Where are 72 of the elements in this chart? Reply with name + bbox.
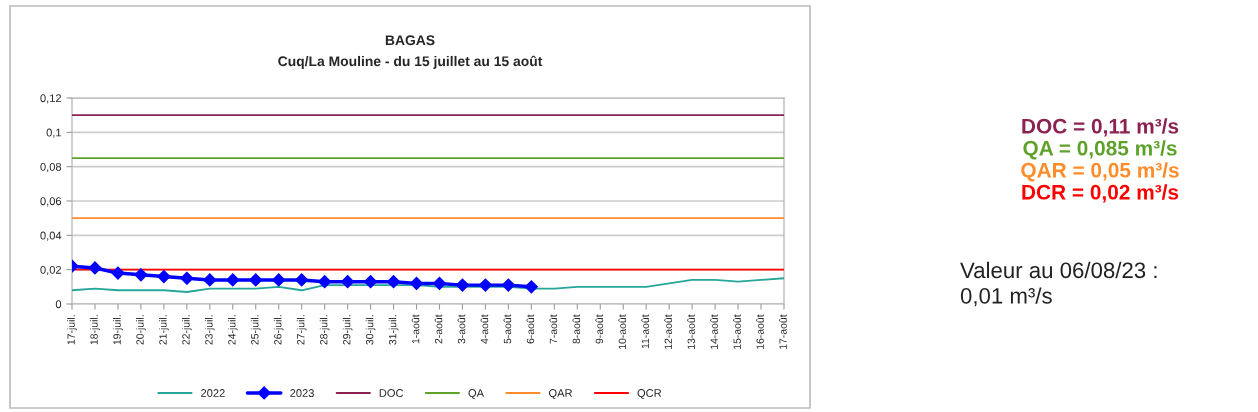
x-tick-label: 28-juil.: [319, 315, 330, 345]
x-tick-label: 19-juil.: [113, 315, 123, 345]
point: [409, 276, 424, 290]
y-tick-label: 0,06: [40, 197, 62, 207]
legend-label: QCR: [637, 389, 662, 399]
x-tick-label: 15-août: [733, 314, 741, 349]
x-tick-label: 22-juil.: [181, 315, 192, 345]
point: [203, 273, 217, 287]
y-tick-label: 0,08: [40, 162, 62, 173]
point: [478, 278, 493, 292]
point: [318, 275, 332, 289]
x-tick-label: 11-août: [641, 314, 649, 349]
point: [341, 275, 355, 289]
point: [501, 278, 515, 292]
legend-label: DOC: [379, 389, 404, 397]
x-tick-label: 18-juil.: [90, 315, 100, 345]
point: [180, 271, 194, 285]
point: [249, 273, 263, 287]
point: [432, 276, 447, 290]
point: [295, 273, 309, 287]
y-tick-label: 0: [55, 300, 62, 309]
x-tick-label: 26-juil.: [273, 315, 284, 345]
point: [134, 268, 148, 282]
point: [363, 275, 378, 289]
x-tick-label: 4-août: [480, 314, 489, 344]
y-tick-label: 0,02: [40, 265, 62, 276]
point: [272, 273, 286, 287]
x-tick-label: 6-août: [526, 314, 535, 344]
x-tick-label: 30-juil.: [365, 315, 376, 345]
text: Valeur au 06/08/23 : 0,01 m³/s: [960, 261, 1157, 307]
x-tick-label: 5-août: [503, 314, 512, 344]
x-tick-label: 16-août: [756, 314, 764, 349]
chart-subtitle: Cuq/La Mouline - du 15 juillet au 15 août: [278, 55, 543, 69]
x-tick-label: 8-août: [572, 314, 581, 344]
point: [226, 273, 240, 287]
x-tick-label: 27-juil.: [296, 315, 307, 345]
x-tick-label: 7-août: [549, 314, 558, 344]
point: [88, 261, 102, 275]
x-tick-label: 23-juil.: [204, 315, 215, 345]
x-tick-label: 13-août: [687, 314, 695, 349]
text: QA = 0,085 m³/s: [1023, 140, 1177, 160]
x-tick-label: 10-août: [618, 314, 627, 349]
x-tick-label: 29-juil.: [342, 315, 353, 345]
x-tick-label: 17-août: [779, 314, 787, 349]
point: [386, 275, 401, 289]
x-tick-label: 20-juil.: [136, 315, 146, 345]
point: [111, 266, 125, 280]
y-tick-label: 0,12: [40, 94, 62, 104]
x-tick-label: 24-juil.: [227, 315, 238, 345]
chart-title: BAGAS: [385, 35, 435, 46]
x-tick-label: 1-août: [411, 314, 420, 344]
point: [157, 269, 171, 284]
text: DCR = 0,02 m³/s: [1022, 184, 1179, 203]
x-tick-label: 2-août: [434, 314, 443, 344]
x-tick-label: 21-juil.: [159, 315, 169, 345]
legend-label: 2023: [290, 389, 314, 397]
y-tick-label: 0,1: [46, 128, 62, 138]
y-tick-label: 0,04: [40, 231, 62, 241]
text: QAR = 0,05 m³/s: [1021, 162, 1179, 182]
legend-label: QAR: [549, 389, 573, 399]
point: [455, 278, 470, 292]
x-tick-label: 3-août: [457, 314, 466, 344]
x-tick-label: 14-août: [710, 314, 718, 349]
x-tick-label: 9-août: [595, 314, 604, 344]
legend-label: 2022: [201, 389, 225, 397]
legend-label: QA: [468, 389, 485, 399]
point: [524, 280, 538, 294]
x-tick-label: 25-juil.: [250, 315, 261, 345]
x-tick-label: 12-août: [664, 314, 672, 349]
text: DOC = 0,11 m³/s: [1022, 118, 1179, 137]
x-tick-label: 17-juil.: [67, 315, 77, 345]
x-tick-label: 31-juil.: [388, 315, 399, 345]
